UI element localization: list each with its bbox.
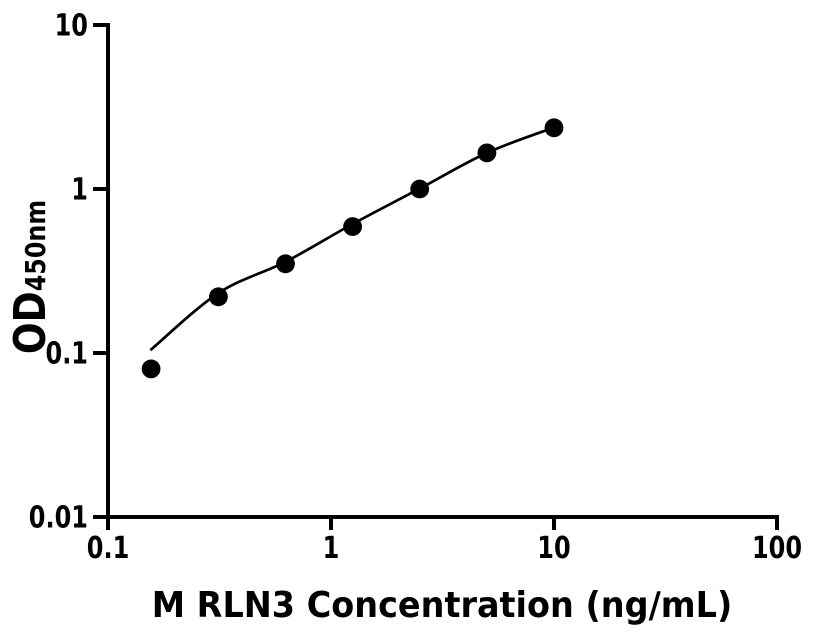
- fit-curve-line: [149, 126, 555, 352]
- data-point: [410, 179, 430, 199]
- data-point: [276, 254, 295, 274]
- y-axis-title-main: OD: [4, 291, 56, 354]
- data-point: [209, 287, 228, 307]
- x-tick-label: 0.1: [87, 531, 130, 565]
- tick-marks: [93, 23, 779, 530]
- x-tick-label: 10: [537, 531, 570, 565]
- y-tick-label: 1: [71, 173, 88, 207]
- x-tick-label: 1: [323, 531, 340, 565]
- data-point: [477, 143, 497, 163]
- y-tick-label: 0.01: [29, 501, 88, 535]
- y-tick-label: 0.1: [45, 337, 88, 371]
- y-tick-label: 10: [55, 9, 88, 43]
- y-axis-title: OD450nm: [4, 200, 56, 354]
- x-tick-label: 100: [752, 531, 802, 565]
- axes: [106, 23, 779, 519]
- data-points: [141, 118, 564, 379]
- data-point: [343, 217, 362, 237]
- data-point: [141, 359, 161, 379]
- y-axis-title-subscript: 450nm: [20, 200, 52, 291]
- x-axis-title: M RLN3 Concentration (ng/mL): [152, 585, 733, 626]
- data-point: [544, 118, 564, 138]
